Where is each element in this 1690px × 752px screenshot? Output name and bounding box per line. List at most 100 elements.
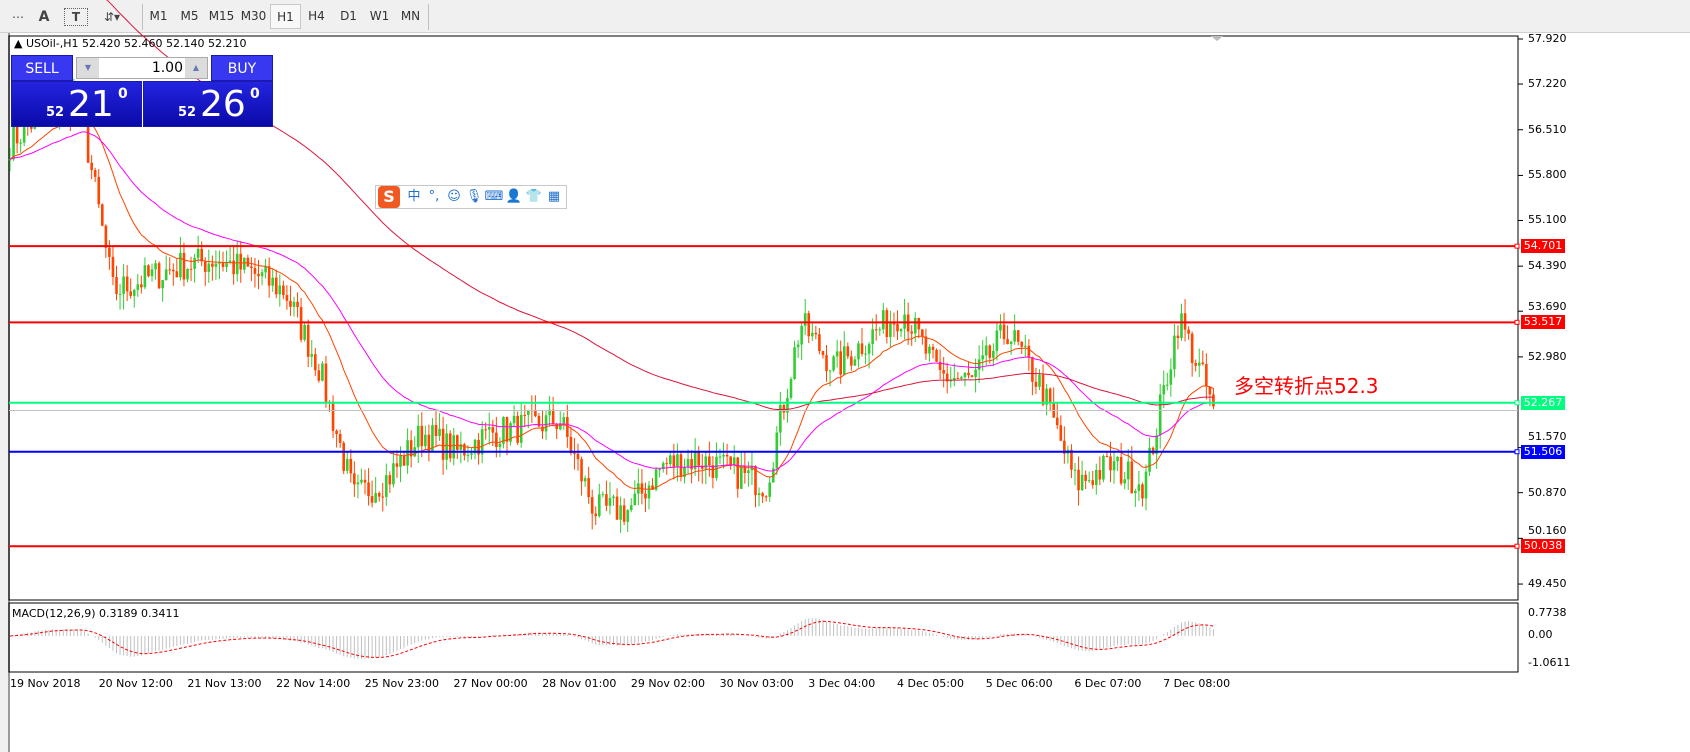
candle-body: [1119, 456, 1123, 484]
candle-body: [715, 456, 718, 478]
candle-body: [1166, 384, 1169, 386]
candle-body: [594, 513, 598, 517]
symbol-ohlc-label: ▲ USOil-,H1 52.420 52.460 52.140 52.210: [14, 37, 246, 50]
candle-body: [697, 451, 700, 466]
sogou-logo-icon[interactable]: S: [378, 186, 400, 208]
candle-body: [1162, 385, 1166, 395]
chart-annotation[interactable]: 多空转折点52.3: [1234, 374, 1379, 398]
candle-body: [179, 252, 182, 278]
candle-body: [882, 310, 885, 330]
sell-price-button[interactable]: 52 21 0: [11, 81, 142, 127]
lot-size-input[interactable]: ▼ 1.00 ▲: [76, 57, 208, 79]
macd-axis-label: -1.0611: [1528, 656, 1571, 669]
time-axis-label: 29 Nov 02:00: [630, 677, 706, 690]
chart-shift-marker-icon: [1211, 36, 1223, 41]
candle-body: [931, 346, 935, 350]
candle-body: [175, 271, 179, 278]
candle-body: [704, 456, 708, 469]
grid-fibonacci-icon[interactable]: ⋯: [12, 10, 24, 24]
price-axis-label: 52.980: [1528, 349, 1567, 363]
candle-body: [1024, 345, 1027, 347]
microphone-icon[interactable]: 🎙: [465, 189, 483, 204]
tab-h4[interactable]: H4: [308, 9, 325, 23]
macd-signal-line: [9, 620, 1214, 658]
price-axis-label: 49.450: [1528, 577, 1567, 591]
candle-body: [580, 459, 583, 482]
price-axis-label: 57.920: [1528, 32, 1567, 45]
arrows-icon[interactable]: ⇵▾: [103, 10, 121, 24]
buy-price-button[interactable]: 52 26 0: [143, 81, 273, 127]
candle-body: [736, 457, 740, 489]
tab-w1[interactable]: W1: [369, 9, 390, 23]
level-price-tag: 53.517: [1521, 315, 1565, 330]
sell-button[interactable]: SELL: [11, 55, 73, 81]
ma-mid-line: [9, 131, 1214, 472]
candle-body: [367, 482, 370, 497]
candle-body: [945, 373, 949, 382]
emoji-icon[interactable]: ☺: [447, 189, 461, 204]
candle-body: [857, 343, 860, 360]
punctuation-icon[interactable]: °,: [428, 189, 440, 204]
toolbox-icon[interactable]: ▦: [547, 189, 561, 204]
tab-m15[interactable]: M15: [208, 9, 235, 23]
candle-body: [598, 494, 601, 517]
time-axis-label: 27 Nov 00:00: [453, 677, 528, 690]
candle-body: [321, 363, 324, 381]
tab-h1[interactable]: H1: [270, 4, 301, 29]
tab-m1[interactable]: M1: [149, 9, 168, 23]
candle-body: [427, 434, 431, 453]
candle-body: [484, 429, 487, 431]
level-handle: [1514, 449, 1520, 455]
candle-body: [285, 295, 289, 301]
tab-mn[interactable]: MN: [400, 9, 421, 23]
keyboard-icon[interactable]: ⌨: [484, 189, 504, 204]
candle-body: [779, 404, 782, 433]
lot-decrease-icon[interactable]: ▼: [77, 58, 99, 78]
chart-window[interactable]: [8, 33, 1690, 752]
level-handle: [1514, 543, 1520, 549]
candle-body: [800, 325, 803, 345]
candle-body: [793, 347, 796, 380]
candle-body: [970, 375, 974, 377]
text-icon[interactable]: A: [38, 9, 50, 25]
candle-body: [953, 377, 956, 381]
level-price-tag: 51.506: [1521, 444, 1565, 459]
candle-body: [278, 285, 282, 295]
candle-body: [452, 435, 456, 459]
candle-body: [434, 425, 438, 436]
macd-axis-label: 0.7738: [1528, 606, 1567, 619]
lot-increase-icon[interactable]: ▲: [185, 58, 207, 78]
candle-body: [1169, 369, 1173, 385]
tab-m5[interactable]: M5: [180, 9, 199, 23]
candle-body: [172, 269, 175, 272]
user-icon[interactable]: 👤: [505, 189, 523, 204]
collapse-triangle-icon[interactable]: ▲: [14, 37, 26, 50]
candle-body: [1141, 484, 1144, 499]
tab-d1[interactable]: D1: [340, 9, 357, 23]
skin-shirt-icon[interactable]: 👕: [525, 189, 543, 204]
buy-price-pips: 26: [200, 84, 246, 125]
buy-button[interactable]: BUY: [211, 55, 273, 81]
candle-body: [988, 345, 992, 358]
candle-body: [463, 444, 466, 456]
candle-body: [811, 332, 814, 337]
candle-body: [938, 361, 942, 371]
macd-label: MACD(12,26,9) 0.3189 0.3411: [12, 607, 180, 620]
chinese-mode-icon[interactable]: 中: [407, 189, 421, 204]
candle-body: [743, 466, 747, 473]
text-label-icon[interactable]: T: [64, 8, 88, 26]
candle-body: [1098, 469, 1102, 480]
candle-body: [363, 479, 367, 483]
lot-value[interactable]: 1.00: [151, 60, 183, 76]
candle-body: [1038, 374, 1041, 387]
candle-body: [1048, 388, 1052, 403]
candle-body: [878, 329, 882, 331]
level-handle: [1514, 319, 1520, 325]
candle-body: [963, 372, 967, 378]
candle-body: [771, 468, 775, 483]
time-axis-label: 25 Nov 23:00: [364, 677, 439, 690]
candle-body: [541, 426, 544, 432]
candle-body: [619, 505, 622, 520]
tab-m30[interactable]: M30: [240, 9, 267, 23]
